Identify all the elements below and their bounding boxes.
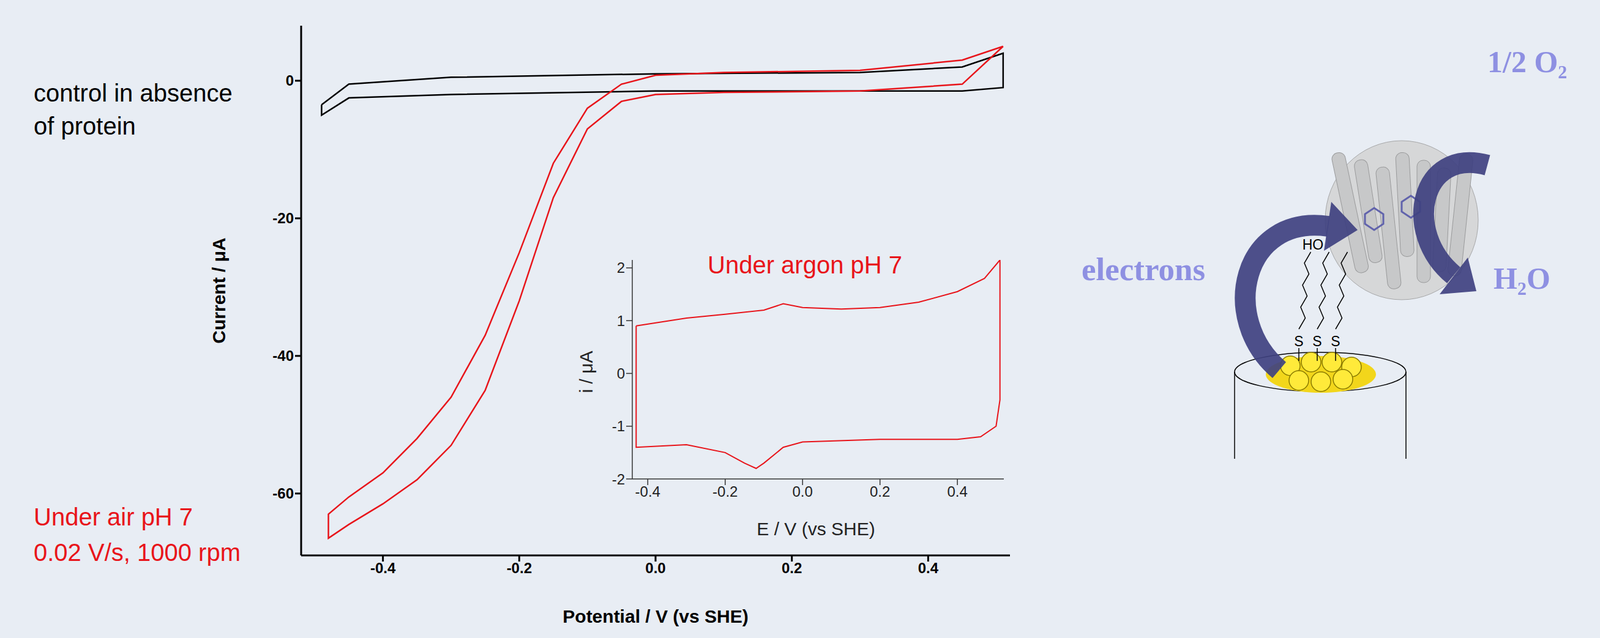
svg-text:0.2: 0.2 bbox=[781, 560, 802, 577]
svg-text:-0.2: -0.2 bbox=[712, 483, 738, 501]
svg-text:0: 0 bbox=[616, 365, 625, 382]
svg-text:-2: -2 bbox=[612, 471, 625, 488]
svg-text:electrons: electrons bbox=[1081, 251, 1206, 288]
svg-text:0.4: 0.4 bbox=[946, 483, 968, 501]
svg-text:S: S bbox=[1330, 333, 1340, 350]
html-text:Current / μA: Current / μA bbox=[208, 237, 229, 344]
svg-text:-20: -20 bbox=[272, 209, 294, 227]
html-text:Under air pH 7: Under air pH 7 bbox=[33, 503, 193, 531]
html-text:E / V (vs SHE): E / V (vs SHE) bbox=[756, 519, 876, 540]
svg-text:-1: -1 bbox=[612, 418, 625, 435]
svg-text:-0.4: -0.4 bbox=[635, 483, 661, 501]
svg-text:2: 2 bbox=[616, 259, 625, 277]
svg-text:0: 0 bbox=[285, 72, 294, 89]
svg-text:-0.4: -0.4 bbox=[370, 560, 397, 577]
svg-text:S: S bbox=[1312, 333, 1322, 350]
svg-text:H₂O: H₂O bbox=[1493, 261, 1551, 296]
html-text:i / μA: i / μA bbox=[575, 351, 597, 394]
svg-text:HO: HO bbox=[1302, 236, 1324, 253]
html-text:0.02 V/s, 1000 rpm: 0.02 V/s, 1000 rpm bbox=[33, 539, 241, 567]
svg-text:0.0: 0.0 bbox=[645, 560, 666, 577]
html-text:Potential / V (vs SHE): Potential / V (vs SHE) bbox=[562, 606, 749, 627]
svg-text:1: 1 bbox=[616, 312, 625, 330]
svg-text:-60: -60 bbox=[272, 485, 294, 502]
html-text:Under argon pH 7: Under argon pH 7 bbox=[707, 251, 903, 279]
svg-text:1/2 O₂: 1/2 O₂ bbox=[1487, 44, 1567, 79]
svg-text:0.2: 0.2 bbox=[869, 483, 890, 501]
svg-text:S: S bbox=[1293, 333, 1304, 350]
svg-text:-0.2: -0.2 bbox=[506, 560, 532, 577]
svg-text:0.0: 0.0 bbox=[792, 483, 813, 501]
svg-text:0.4: 0.4 bbox=[918, 560, 939, 577]
svg-text:-40: -40 bbox=[272, 347, 294, 365]
html-text:control in absence of protein: control in absence of protein bbox=[33, 79, 233, 140]
